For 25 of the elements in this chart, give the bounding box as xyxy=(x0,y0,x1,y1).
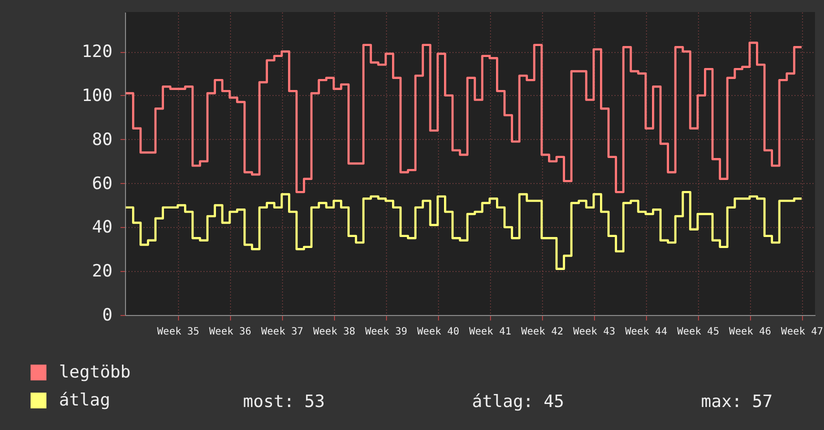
x-tick-label: Week 36 xyxy=(209,326,252,338)
text: max: 57 xyxy=(701,392,773,412)
x-tick-label: Week 35 xyxy=(157,326,200,338)
x-tick-label: Week 47 xyxy=(781,326,824,338)
x-tick-label: Week 42 xyxy=(521,326,564,338)
x-tick-label: Week 41 xyxy=(469,326,512,338)
x-tick-label: Week 44 xyxy=(625,326,668,338)
x-tick-label: Week 39 xyxy=(365,326,408,338)
text: átlag: 45 xyxy=(472,392,564,412)
legend-label: legtöbb xyxy=(59,362,131,382)
x-tick-label: Week 40 xyxy=(417,326,460,338)
x-tick-label: Week 45 xyxy=(677,326,720,338)
x-tick-label: Week 43 xyxy=(573,326,616,338)
y-tick-label: 40 xyxy=(92,218,112,238)
y-tick-label: 0 xyxy=(102,306,112,326)
x-tick-label: Week 38 xyxy=(313,326,356,338)
legend-label: átlag xyxy=(59,390,110,410)
y-tick-label: 80 xyxy=(92,130,112,150)
x-tick-label: Week 37 xyxy=(261,326,304,338)
y-tick-label: 120 xyxy=(82,42,112,62)
text: most: 53 xyxy=(243,392,325,412)
y-tick-label: 100 xyxy=(82,86,112,106)
x-tick-label: Week 46 xyxy=(729,326,772,338)
y-tick-label: 20 xyxy=(92,262,112,282)
y-tick-label: 60 xyxy=(92,174,112,194)
